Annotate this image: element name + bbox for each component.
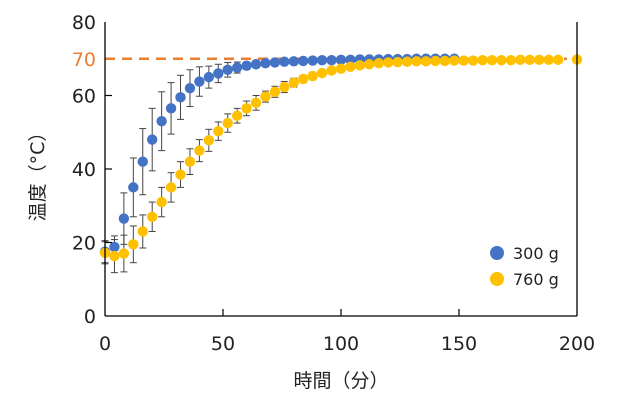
data-point-300g <box>307 55 318 66</box>
data-point-300g <box>316 55 328 66</box>
data-point-300g <box>128 182 139 193</box>
data-point-760g <box>137 226 148 237</box>
data-point-760g <box>316 67 328 79</box>
data-point-760g <box>118 248 130 259</box>
data-point-760g <box>477 55 488 66</box>
data-point-300g <box>241 60 252 71</box>
data-point-760g <box>486 55 498 66</box>
data-point-760g <box>430 55 441 67</box>
data-point-760g <box>203 135 215 146</box>
data-point-300g <box>279 56 290 67</box>
data-point-760g <box>222 117 233 129</box>
data-point-760g <box>496 55 507 66</box>
data-point-760g <box>288 77 299 88</box>
data-point-300g <box>165 103 177 114</box>
data-point-760g <box>552 54 564 66</box>
y-axis-label: 温度（°C） <box>27 123 49 222</box>
data-point-300g <box>203 71 215 83</box>
y-tick-label: 80 <box>72 12 96 34</box>
data-point-760g <box>458 55 469 66</box>
data-point-300g <box>298 55 309 67</box>
data-point-760g <box>345 61 356 73</box>
legend: 300 g 760 g <box>490 244 559 289</box>
data-point-300g <box>222 64 233 75</box>
y-tick-label: 40 <box>72 159 96 181</box>
data-point-760g <box>128 239 139 250</box>
data-point-760g <box>411 56 422 67</box>
data-point-300g <box>147 134 158 145</box>
data-point-300g <box>269 57 281 68</box>
data-point-760g <box>165 182 177 193</box>
x-tick-label: 0 <box>99 333 111 355</box>
data-point-760g <box>175 169 186 180</box>
data-point-300g <box>250 59 262 70</box>
data-point-760g <box>326 65 337 76</box>
data-point-760g <box>279 81 290 93</box>
data-point-300g <box>326 55 337 66</box>
legend-marker-300g <box>490 246 504 260</box>
data-point-760g <box>147 211 158 222</box>
data-point-760g <box>467 55 479 66</box>
legend-label-300g: 300 g <box>513 244 559 263</box>
data-point-760g <box>505 55 517 66</box>
data-point-760g <box>373 57 384 69</box>
data-point-760g <box>439 55 451 67</box>
data-point-760g <box>335 63 347 74</box>
data-point-760g <box>194 145 205 156</box>
y-tick-label: 20 <box>72 233 96 255</box>
data-point-760g <box>383 57 394 68</box>
y-tick-label: 0 <box>84 306 96 328</box>
x-tick-label: 100 <box>323 333 359 355</box>
data-point-760g <box>184 156 196 167</box>
data-point-300g <box>288 56 299 67</box>
data-point-760g <box>534 54 545 66</box>
data-point-760g <box>364 59 375 70</box>
data-point-300g <box>194 76 205 87</box>
data-point-760g <box>307 70 318 82</box>
data-point-760g <box>109 250 120 262</box>
data-point-760g <box>260 91 271 102</box>
x-tick-label: 150 <box>441 333 477 355</box>
data-point-760g <box>392 56 403 68</box>
data-point-760g <box>156 196 167 208</box>
data-point-760g <box>298 73 309 85</box>
data-point-760g <box>231 110 243 121</box>
data-point-760g <box>401 56 413 67</box>
data-point-760g <box>250 97 262 109</box>
data-point-760g <box>269 86 281 98</box>
data-point-300g <box>184 82 196 94</box>
y-tick-label: 60 <box>72 86 96 108</box>
data-point-300g <box>335 54 347 66</box>
data-point-760g <box>420 56 432 67</box>
x-tick-label: 200 <box>559 333 595 355</box>
data-point-760g <box>354 60 366 71</box>
data-point-760g <box>449 55 460 66</box>
data-point-760g <box>213 125 224 137</box>
data-point-760g <box>543 54 554 66</box>
data-point-300g <box>156 116 167 127</box>
x-axis-label: 時間（分） <box>293 370 388 392</box>
ref-line-label: 70 <box>72 49 96 71</box>
data-point-760g <box>515 54 526 66</box>
x-tick-label: 50 <box>211 333 235 355</box>
data-point-760g <box>524 54 535 66</box>
legend-label-760g: 760 g <box>513 270 559 289</box>
data-point-760g <box>241 103 252 114</box>
data-point-300g <box>109 241 120 253</box>
data-point-300g <box>137 156 148 167</box>
legend-marker-760g <box>490 272 504 286</box>
data-point-300g <box>260 57 271 69</box>
data-point-300g <box>118 213 130 224</box>
data-point-300g <box>175 92 186 103</box>
data-point-300g <box>231 62 243 73</box>
data-point-300g <box>213 68 224 79</box>
